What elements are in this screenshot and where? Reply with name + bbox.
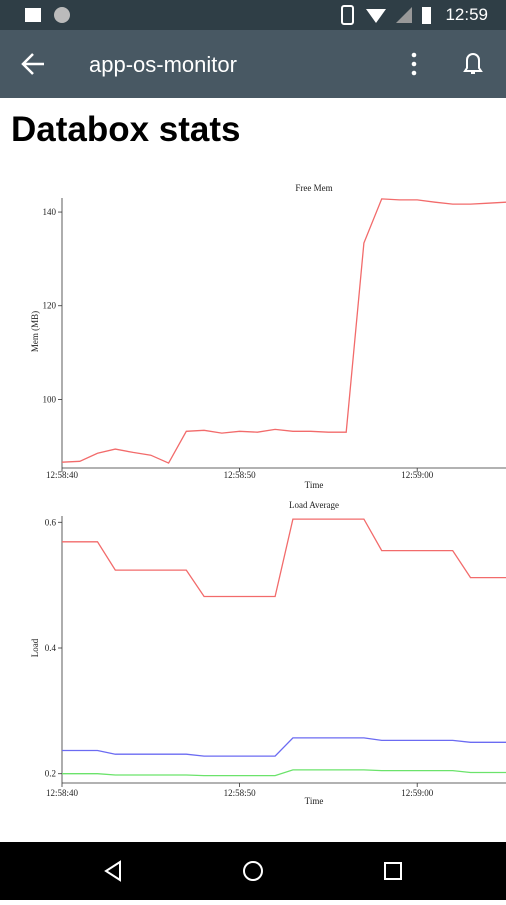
system-icons (341, 5, 431, 25)
dot-icon (54, 7, 70, 23)
clock: 12:59 (445, 5, 488, 24)
charts: Free Mem 100 120 140 12:58:40 12:58:50 12:59:0… (30, 183, 506, 806)
page-heading: Databox stats (11, 110, 241, 149)
x-tick-label: 12:58:50 (224, 788, 257, 798)
status-bar: 12:59 (0, 0, 506, 30)
status-icons (25, 7, 70, 23)
y-tick-label: 0.2 (45, 769, 56, 779)
chart-title: Load Average (289, 500, 339, 510)
y-tick-label: 0.6 (45, 517, 57, 527)
x-tick-label: 12:58:50 (224, 470, 257, 480)
data-line (62, 769, 506, 777)
image-icon (25, 8, 41, 22)
x-tick-label: 12:58:40 (46, 788, 79, 798)
y-axis-label: Load (30, 638, 40, 657)
x-axis-label: Time (305, 480, 324, 490)
y-tick-label: 120 (43, 301, 57, 311)
y-tick-label: 0.4 (45, 643, 57, 653)
data-line (62, 198, 506, 464)
notification-button[interactable] (458, 44, 488, 84)
chart-title: Free Mem (295, 183, 332, 193)
nav-recents[interactable] (384, 862, 402, 880)
menu-button[interactable] (404, 44, 424, 84)
signal-icon (396, 7, 412, 23)
battery-icon (422, 7, 431, 24)
app-title: app-os-monitor (89, 52, 237, 77)
navigation-bar (0, 842, 506, 900)
y-axis-label: Mem (MB) (30, 311, 40, 352)
back-button[interactable] (16, 44, 56, 84)
data-line (62, 518, 506, 598)
app-bar: app-os-monitor (0, 30, 506, 98)
x-tick-label: 12:59:00 (401, 470, 434, 480)
x-tick-label: 12:58:40 (46, 470, 79, 480)
nav-back[interactable] (104, 860, 121, 882)
x-tick-label: 12:59:00 (401, 788, 434, 798)
wifi-icon (366, 9, 386, 23)
y-tick-label: 100 (43, 394, 57, 404)
data-line (62, 737, 506, 757)
x-axis-label: Time (305, 796, 324, 806)
y-tick-label: 140 (43, 207, 57, 217)
nav-icons (104, 860, 402, 882)
nav-home[interactable] (243, 861, 263, 881)
vibrate-icon (341, 5, 354, 25)
